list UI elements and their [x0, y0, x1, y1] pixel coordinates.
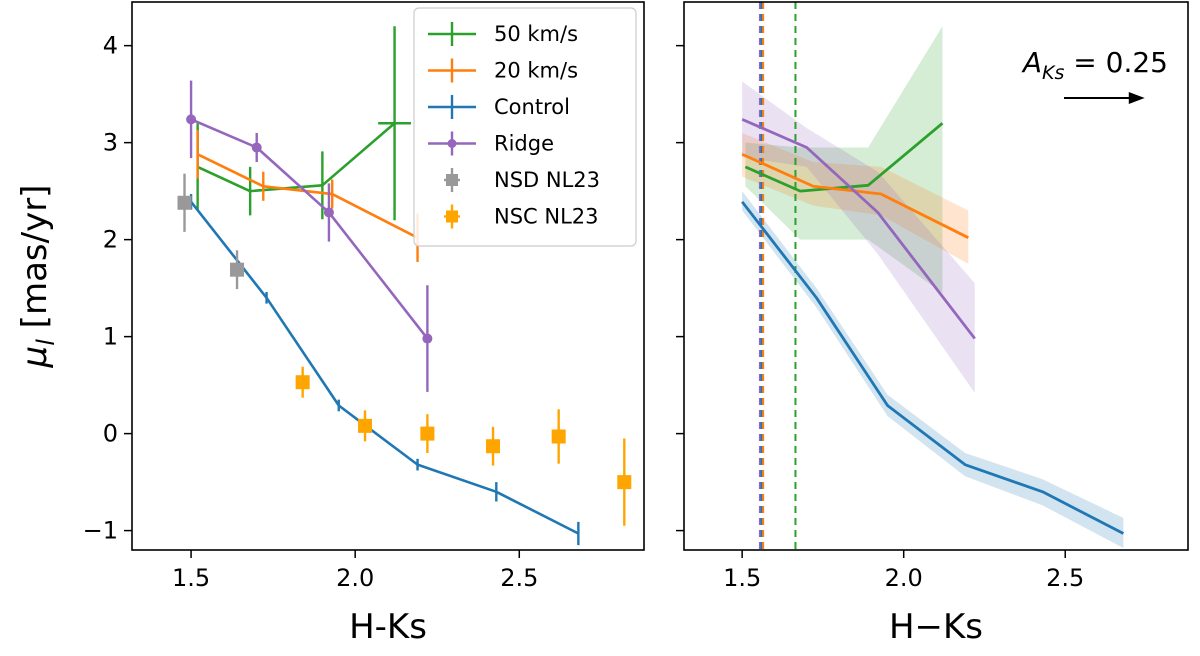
arrow-head — [1128, 92, 1145, 104]
point-ridge — [422, 333, 433, 344]
extinction-arrow — [1064, 92, 1145, 104]
left-y-axis: −1 0 1 2 3 4 — [83, 32, 132, 545]
band-20-km-s — [742, 132, 969, 264]
legend-marker-ridge — [447, 139, 457, 148]
point-nsd-nl23 — [230, 262, 245, 277]
series-nsc-nl23 — [295, 366, 632, 526]
line-20-km-s — [197, 153, 419, 239]
line-right-20-km-s — [741, 152, 969, 239]
legend-marker-nsd-nl23 — [446, 174, 458, 186]
legend-items: 50 km/s 20 km/s Control Ridge NSD NL23 NSC NL… — [428, 22, 600, 229]
line-ridge — [190, 118, 429, 340]
legend-item-nsc-nl23: NSC NL23 — [444, 204, 599, 229]
right-axes-frame — [683, 1, 1189, 551]
left-x-axis-label: H-Ks — [349, 607, 427, 647]
legend-label-nsc-nl23: NSC NL23 — [494, 205, 599, 229]
r-x-tick-label: 1.5 — [723, 564, 761, 592]
legend-box — [413, 7, 637, 247]
l-x-tick-label: 2.0 — [336, 564, 374, 592]
point-nsc-nl23 — [420, 426, 435, 441]
right-x-axis: 1.5 2.0 2.5 — [723, 550, 1084, 592]
left-y-tick-label: 2 — [103, 226, 118, 254]
right-y-axis — [676, 44, 684, 532]
left-y-tick-label: 1 — [103, 323, 118, 351]
right-panel: 1.5 2.0 2.5 H−Ks AKs = 0.25 — [676, 1, 1189, 647]
left-y-tick-label: 4 — [103, 32, 118, 60]
extinction-label: AKs = 0.25 — [1021, 46, 1168, 84]
legend-item-50-km-s: 50 km/s — [428, 22, 578, 46]
point-nsc-nl23 — [295, 375, 310, 390]
r-x-tick-label: 2.0 — [885, 564, 923, 592]
point-nsc-nl23 — [617, 475, 632, 490]
left-y-axis-label: μl [mas/yr] — [15, 185, 60, 369]
y-label-subscript: l — [32, 339, 60, 346]
legend-label-nsd-nl23: NSD NL23 — [494, 168, 600, 192]
right-x-axis-label: H−Ks — [889, 607, 983, 647]
line-control — [190, 200, 579, 535]
l-x-tick-label: 1.5 — [172, 564, 210, 592]
right-series-layer — [741, 118, 1125, 535]
extinction-annotation: AKs = 0.25 — [1021, 46, 1168, 104]
left-y-tick-label: −1 — [83, 517, 118, 545]
left-y-tick-label: 3 — [103, 129, 118, 157]
legend-label-ridge: Ridge — [494, 132, 554, 156]
point-ridge — [251, 142, 262, 153]
left-axes-frame — [131, 1, 645, 551]
left-x-axis: 1.5 2.0 2.5 — [172, 550, 538, 592]
point-ridge — [323, 207, 334, 218]
legend: 50 km/s 20 km/s Control Ridge NSD NL23 NSC NL… — [413, 7, 637, 247]
legend-label-control: Control — [494, 95, 570, 119]
series-control — [189, 194, 580, 546]
point-nsd-nl23 — [177, 195, 192, 210]
point-nsc-nl23 — [358, 418, 373, 433]
line-right-control — [741, 200, 1125, 535]
point-ridge — [186, 114, 197, 125]
right-vlines-layer — [758, 2, 797, 550]
legend-marker-nsc-nl23 — [446, 210, 458, 223]
legend-item-ridge: Ridge — [428, 131, 554, 156]
series-nsd-nl23 — [177, 173, 245, 290]
legend-item-20-km-s: 20 km/s — [428, 58, 578, 83]
extinction-label-a: A — [1021, 46, 1042, 79]
line-right-ridge — [741, 118, 976, 340]
band-50-km-s — [745, 26, 943, 293]
point-nsc-nl23 — [551, 429, 566, 444]
band-ridge — [742, 81, 975, 393]
legend-item-control: Control — [428, 95, 570, 119]
y-label-mu: μ — [15, 346, 55, 369]
extinction-label-sub: Ks — [1042, 62, 1064, 84]
legend-label-20-km-s: 20 km/s — [494, 59, 578, 83]
l-x-tick-label: 2.5 — [500, 564, 538, 592]
r-x-tick-label: 2.5 — [1046, 564, 1084, 592]
legend-item-nsd-nl23: NSD NL23 — [444, 168, 600, 192]
extinction-label-value: = 0.25 — [1064, 46, 1168, 79]
legend-label-50-km-s: 50 km/s — [494, 22, 578, 46]
series-ridge — [186, 80, 433, 392]
left-panel: 1.5 2.0 2.5 −1 0 1 2 3 4 H-Ks μl [mas/yr] 50 km… — [15, 1, 645, 647]
y-label-units: [mas/yr] — [15, 185, 55, 340]
left-y-tick-label: 0 — [103, 420, 118, 448]
point-nsc-nl23 — [486, 439, 501, 454]
